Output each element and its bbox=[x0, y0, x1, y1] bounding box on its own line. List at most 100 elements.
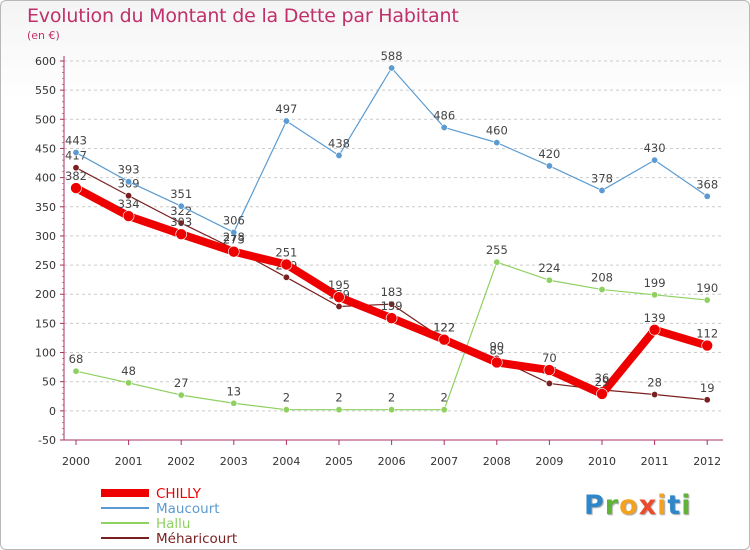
data-label-maucourt: 430 bbox=[644, 141, 666, 155]
y-tick-label: -50 bbox=[38, 434, 56, 447]
data-label-hallu: 13 bbox=[226, 384, 241, 398]
legend-label: CHILLY bbox=[156, 486, 202, 502]
y-tick-label: 300 bbox=[35, 230, 56, 243]
data-point-maucourt bbox=[72, 149, 80, 157]
proxiti-logo: Proxiti bbox=[584, 490, 692, 521]
logo-letter: o bbox=[619, 490, 639, 521]
data-point-meharicourt bbox=[703, 396, 711, 404]
legend-label: Maucourt bbox=[156, 501, 220, 517]
data-label-maucourt: 443 bbox=[65, 134, 87, 148]
data-label-meharicourt: 90 bbox=[489, 339, 504, 353]
data-label-maucourt: 438 bbox=[328, 136, 350, 150]
data-point-chilly bbox=[385, 312, 398, 324]
x-tick-label: 2009 bbox=[535, 455, 563, 468]
data-point-chilly bbox=[175, 228, 187, 240]
data-label-meharicourt: 278 bbox=[223, 230, 245, 244]
data-point-hallu bbox=[703, 296, 711, 304]
data-label-maucourt: 497 bbox=[275, 102, 297, 116]
data-point-maucourt bbox=[335, 151, 343, 159]
x-tick-label: 2000 bbox=[62, 455, 90, 468]
data-point-maucourt bbox=[230, 228, 238, 236]
data-point-meharicourt bbox=[388, 300, 396, 308]
data-label-maucourt: 420 bbox=[538, 147, 560, 161]
data-point-meharicourt bbox=[72, 164, 80, 172]
data-label-hallu: 190 bbox=[696, 281, 718, 295]
data-point-hallu bbox=[177, 391, 185, 399]
y-tick-label: 500 bbox=[35, 113, 56, 126]
y-tick-label: 450 bbox=[35, 142, 56, 155]
data-label-meharicourt: 122 bbox=[433, 321, 455, 335]
data-point-chilly bbox=[228, 245, 240, 258]
x-tick-label: 2012 bbox=[693, 455, 721, 468]
data-point-maucourt bbox=[545, 162, 553, 170]
x-tick-label: 2010 bbox=[588, 455, 616, 468]
data-point-chilly bbox=[648, 323, 661, 336]
data-label-chilly: 159 bbox=[381, 299, 403, 313]
data-point-hallu bbox=[598, 286, 606, 294]
y-tick-label: 550 bbox=[35, 84, 56, 97]
y-tick-label: 100 bbox=[35, 347, 56, 360]
x-tick-label: 2007 bbox=[430, 455, 458, 468]
x-tick-label: 2001 bbox=[115, 455, 143, 468]
data-label-maucourt: 368 bbox=[696, 177, 718, 191]
x-tick-label: 2006 bbox=[378, 455, 406, 468]
data-label-hallu: 224 bbox=[538, 261, 560, 275]
logo-letter: i bbox=[657, 490, 668, 521]
data-label-maucourt: 306 bbox=[223, 213, 245, 227]
data-point-chilly bbox=[596, 388, 608, 400]
data-label-chilly: 303 bbox=[170, 215, 192, 229]
data-label-maucourt: 588 bbox=[381, 49, 403, 63]
data-point-maucourt bbox=[177, 202, 185, 210]
data-label-hallu: 208 bbox=[591, 271, 613, 285]
x-tick-label: 2003 bbox=[220, 455, 248, 468]
data-point-maucourt bbox=[703, 192, 711, 200]
x-tick-label: 2002 bbox=[167, 455, 195, 468]
data-point-hallu bbox=[545, 276, 553, 284]
data-label-hallu: 199 bbox=[644, 276, 666, 290]
data-point-maucourt bbox=[125, 178, 133, 186]
data-label-meharicourt: 28 bbox=[647, 376, 662, 390]
y-tick-label: 400 bbox=[35, 172, 56, 185]
data-label-chilly: 83 bbox=[489, 343, 504, 357]
x-tick-label: 2005 bbox=[325, 455, 353, 468]
data-label-meharicourt: 36 bbox=[595, 371, 610, 385]
data-point-chilly bbox=[490, 356, 503, 369]
data-label-chilly: 273 bbox=[223, 233, 245, 247]
data-point-meharicourt bbox=[125, 192, 133, 200]
logo-letter: i bbox=[681, 490, 692, 521]
data-label-chilly: 139 bbox=[644, 311, 666, 325]
logo-letter: x bbox=[638, 490, 658, 521]
data-label-hallu: 2 bbox=[441, 391, 448, 405]
y-tick-label: 200 bbox=[35, 288, 56, 301]
data-point-chilly bbox=[333, 291, 345, 303]
data-label-hallu: 68 bbox=[69, 352, 84, 366]
data-label-maucourt: 378 bbox=[591, 171, 613, 185]
data-label-maucourt: 486 bbox=[433, 108, 455, 122]
logo-letter: P bbox=[584, 490, 605, 521]
data-point-hallu bbox=[388, 406, 396, 414]
data-point-hallu bbox=[493, 258, 501, 266]
data-label-maucourt: 460 bbox=[486, 124, 508, 138]
data-label-hallu: 27 bbox=[174, 376, 189, 390]
data-point-hallu bbox=[282, 406, 290, 414]
data-point-maucourt bbox=[440, 123, 448, 131]
data-point-chilly bbox=[122, 210, 135, 222]
data-label-chilly: 334 bbox=[118, 197, 140, 211]
logo-letter: t bbox=[667, 490, 682, 521]
y-tick-label: 0 bbox=[49, 405, 56, 418]
data-label-maucourt: 393 bbox=[118, 163, 140, 177]
legend-label: Hallu bbox=[156, 516, 190, 532]
y-tick-label: 600 bbox=[35, 55, 56, 68]
data-label-chilly: 112 bbox=[696, 327, 718, 341]
data-point-maucourt bbox=[282, 117, 290, 125]
legend-label: Méharicourt bbox=[156, 531, 237, 547]
data-label-meharicourt: 19 bbox=[700, 381, 715, 395]
data-label-hallu: 2 bbox=[388, 391, 395, 405]
data-label-chilly: 122 bbox=[433, 321, 455, 335]
chart-subtitle: (en €) bbox=[27, 29, 60, 42]
data-label-chilly: 29 bbox=[595, 375, 610, 389]
data-point-chilly bbox=[438, 333, 451, 346]
data-label-maucourt: 351 bbox=[170, 187, 192, 201]
logo-letter: r bbox=[604, 490, 620, 521]
data-point-maucourt bbox=[493, 139, 501, 147]
